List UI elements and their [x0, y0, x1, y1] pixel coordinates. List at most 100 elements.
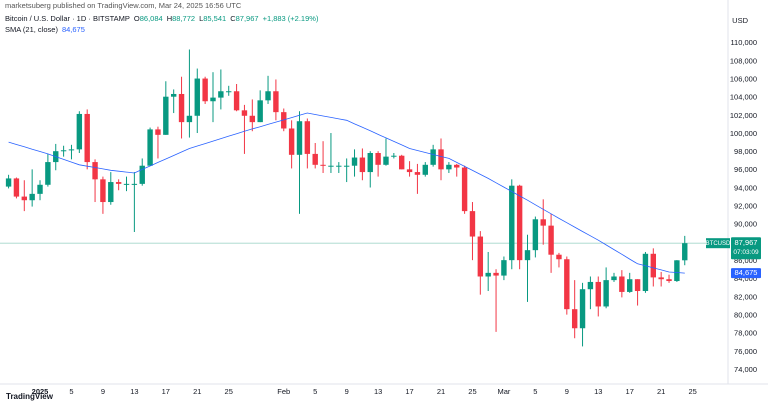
y-tick-label: 94,000 — [734, 183, 757, 192]
sma-value: 84,675 — [61, 25, 85, 34]
candle-body — [501, 260, 507, 276]
sma-tag: 84,675 — [735, 268, 758, 277]
candle-body — [304, 121, 311, 154]
candle-body — [359, 157, 366, 173]
candle-body — [115, 182, 122, 184]
candle-body — [241, 110, 248, 116]
candle-body — [438, 149, 444, 170]
candle-body — [666, 279, 672, 282]
candle-body — [288, 128, 295, 155]
ohlc-value: 86,084 — [139, 14, 163, 23]
y-tick-label: 108,000 — [730, 56, 757, 65]
candle-body — [147, 129, 153, 166]
x-tick-label: 9 — [565, 387, 569, 396]
candle-body — [627, 279, 633, 292]
candle-body — [461, 167, 468, 212]
y-tick-label: 100,000 — [730, 129, 757, 138]
ohlc-key: H — [166, 14, 173, 23]
candle-body — [76, 113, 83, 150]
symbol-tag-bg — [706, 238, 730, 249]
y-tick-label: 90,000 — [734, 220, 757, 229]
y-tick-label: 82,000 — [734, 292, 757, 301]
candle-body — [509, 185, 515, 261]
x-tick-label: 9 — [101, 387, 105, 396]
x-tick-label: 5 — [69, 387, 73, 396]
sma-line — [8, 112, 685, 274]
candle-body — [139, 165, 145, 184]
candle-body — [619, 276, 625, 292]
x-tick-label: 5 — [533, 387, 537, 396]
sma-name: SMA (21, close) — [5, 25, 58, 34]
candle-body — [524, 250, 531, 261]
candle-body — [328, 165, 334, 167]
x-tick-label: Mar — [497, 387, 510, 396]
candle-body — [351, 157, 358, 166]
candle-body — [343, 165, 350, 167]
candle-body — [595, 281, 601, 307]
countdown: 07:03:09 — [733, 249, 759, 256]
candle-body — [257, 100, 263, 123]
candle-body — [446, 164, 452, 170]
x-tick-label: 25 — [688, 387, 696, 396]
candle-body — [642, 253, 649, 292]
y-tick-label: 76,000 — [734, 347, 757, 356]
x-tick-label: 21 — [437, 387, 445, 396]
candle-body — [178, 93, 185, 123]
candle-body — [131, 183, 138, 185]
candle-body — [406, 169, 413, 173]
y-tick-label: 86,000 — [734, 256, 757, 265]
candle-body — [603, 280, 609, 307]
y-tick-label: 92,000 — [734, 202, 757, 211]
y-tick-label: 78,000 — [734, 329, 757, 338]
candle-body — [108, 182, 114, 203]
y-tick-label: 80,000 — [734, 311, 757, 320]
candle-body — [186, 115, 193, 123]
candle-body — [634, 279, 641, 292]
candle-body — [493, 272, 499, 276]
candle-body — [650, 253, 657, 278]
candle-body — [485, 272, 491, 277]
sma-tag-bg — [731, 268, 761, 279]
candle-body — [469, 211, 476, 237]
candle-body — [312, 153, 318, 165]
candle-body — [60, 150, 67, 152]
candle-body — [163, 96, 169, 135]
candle-body — [233, 91, 240, 111]
candle-body — [674, 260, 680, 282]
legend-title: Bitcoin / U.S. Dollar · 1D · BITSTAMP O86… — [5, 14, 318, 23]
candle-body — [273, 91, 279, 113]
candle-body — [399, 155, 405, 170]
x-tick-label: 5 — [313, 387, 317, 396]
last-price-tag: 87,967 — [735, 238, 758, 247]
ohlc-key: L — [199, 14, 204, 23]
candle-body — [100, 179, 106, 203]
candle-body — [422, 164, 428, 175]
candle-body — [611, 276, 617, 281]
y-tick-label: 98,000 — [734, 147, 757, 156]
ohlc-value: 85,541 — [203, 14, 227, 23]
candle-body — [430, 149, 436, 165]
candle-body — [265, 91, 271, 101]
candle-body — [37, 184, 43, 194]
price-change: +1,883 (+2.19%) — [262, 14, 319, 23]
symbol-tag: BTCUSD — [706, 241, 731, 247]
candle-body — [296, 121, 303, 155]
candle-body — [414, 172, 421, 175]
candle-body — [587, 281, 594, 290]
candle-body — [320, 164, 326, 166]
y-tick-label: 104,000 — [730, 93, 757, 102]
currency[interactable]: USD — [732, 16, 748, 25]
ohlc-value: 88,772 — [172, 14, 196, 23]
candle-body — [571, 309, 578, 329]
candle-body — [383, 156, 389, 165]
candle-body — [210, 97, 216, 102]
x-tick-label: 25 — [468, 387, 476, 396]
candle-body — [391, 155, 397, 157]
brand-logo[interactable]: TradingView — [6, 392, 53, 401]
ohlc-key: O — [133, 14, 140, 23]
candle-body — [155, 129, 161, 135]
candle-body — [367, 153, 373, 173]
candle-body — [658, 277, 664, 280]
